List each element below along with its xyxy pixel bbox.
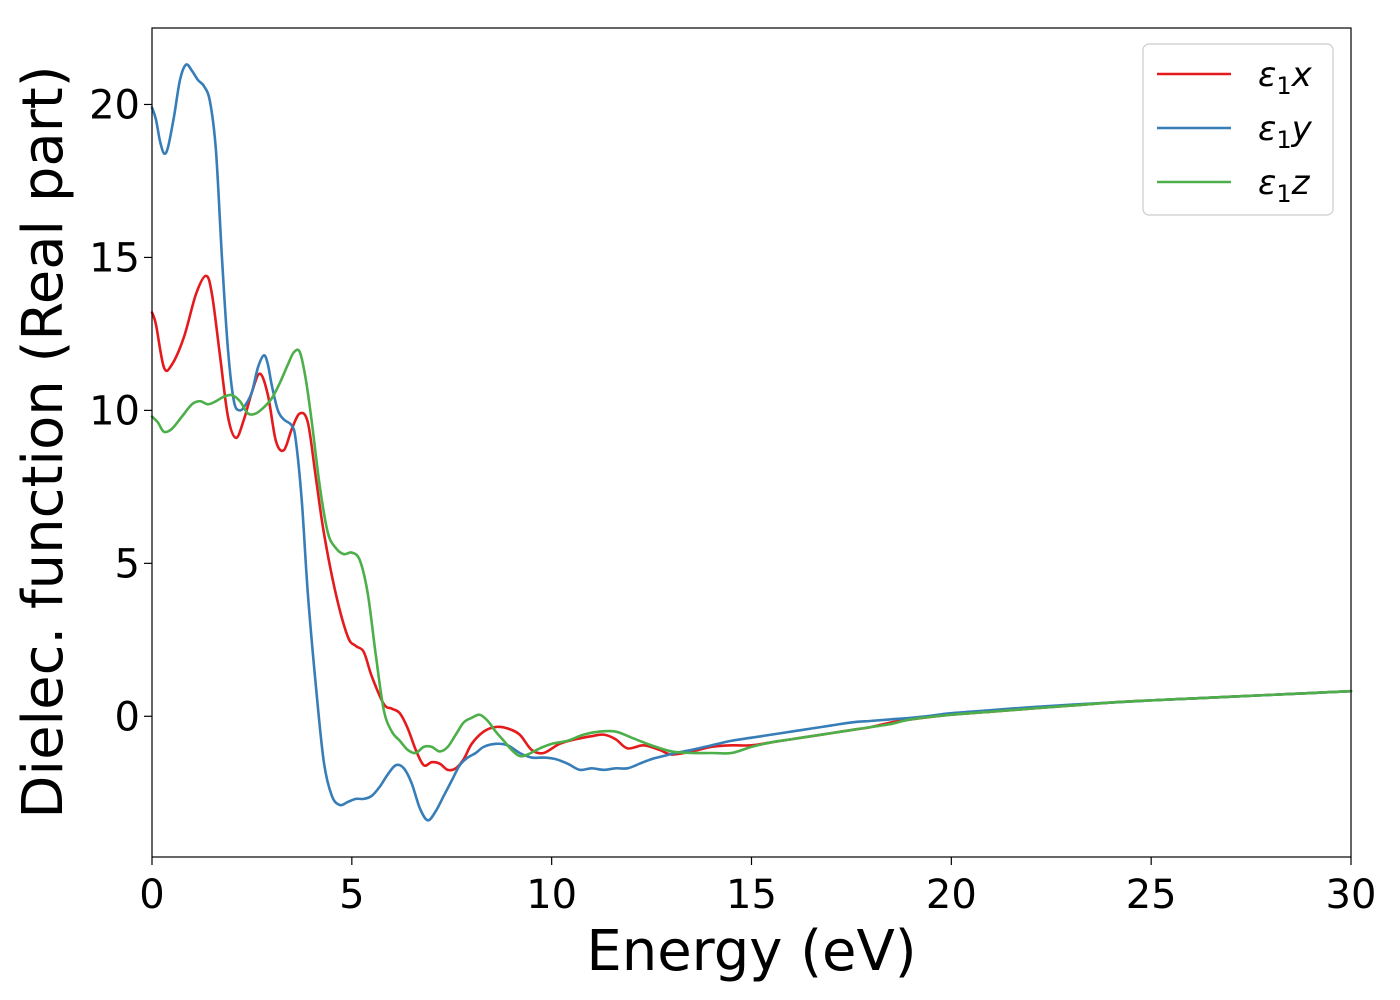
y-tick-label: 20 xyxy=(89,82,140,128)
series-layer xyxy=(150,63,1353,822)
y-axis: 0 5 10 15 20 xyxy=(89,82,152,740)
y-tick-label: 5 xyxy=(115,541,140,587)
legend: ε1x ε1y ε1z xyxy=(1142,43,1334,216)
legend-box xyxy=(1142,43,1334,216)
series-line-2 xyxy=(150,63,1353,822)
x-axis-title: Energy (eV) xyxy=(586,919,916,984)
y-tick-label: 10 xyxy=(89,388,140,434)
legend-label-2: ε1y xyxy=(1258,109,1313,154)
legend-label-3: ε1z xyxy=(1258,163,1311,208)
x-tick-label: 15 xyxy=(726,872,777,918)
series-line-3 xyxy=(150,348,1353,758)
x-axis: 0 5 10 15 20 25 30 xyxy=(139,857,1376,918)
x-tick-label: 5 xyxy=(339,872,364,918)
x-tick-label: 10 xyxy=(526,872,577,918)
y-tick-label: 15 xyxy=(89,235,140,281)
x-tick-label: 25 xyxy=(1126,872,1177,918)
y-tick-label: 0 xyxy=(115,694,140,740)
legend-label-1: ε1x xyxy=(1258,55,1313,100)
y-axis-title: Dielec. function (Real part) xyxy=(11,65,76,818)
x-tick-label: 30 xyxy=(1326,872,1377,918)
x-tick-label: 0 xyxy=(139,872,164,918)
x-tick-label: 20 xyxy=(926,872,977,918)
